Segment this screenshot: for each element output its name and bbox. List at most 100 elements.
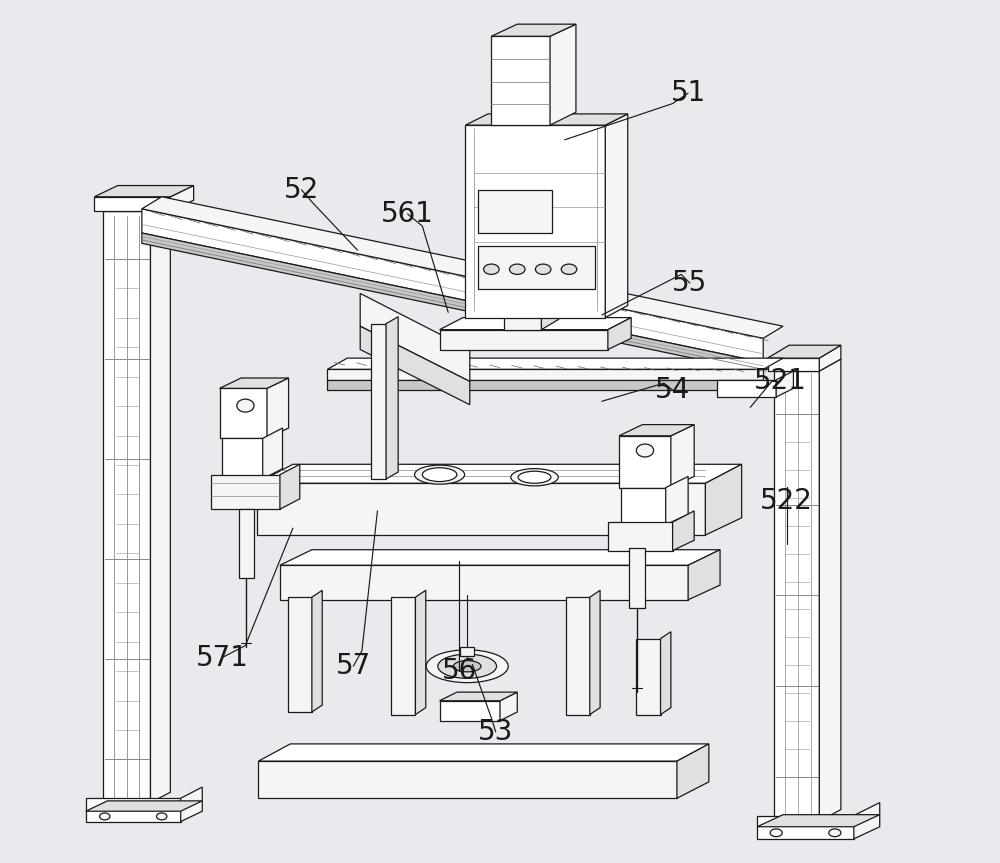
Ellipse shape [100,813,110,820]
Polygon shape [103,200,170,211]
Polygon shape [360,293,470,381]
Ellipse shape [518,471,551,483]
Polygon shape [504,91,559,102]
Ellipse shape [426,650,508,683]
Polygon shape [491,36,550,125]
Text: 52: 52 [284,176,319,204]
Polygon shape [661,632,671,715]
Text: 54: 54 [655,376,690,404]
Text: 51: 51 [671,79,706,107]
Polygon shape [774,371,819,822]
Polygon shape [608,318,631,350]
Ellipse shape [770,828,782,837]
Ellipse shape [422,468,457,482]
Polygon shape [280,565,688,600]
Polygon shape [280,550,720,565]
Polygon shape [222,438,263,479]
Polygon shape [768,345,841,358]
Polygon shape [288,597,312,712]
Polygon shape [608,522,673,551]
Polygon shape [629,548,645,608]
Polygon shape [776,371,793,397]
Ellipse shape [509,264,525,274]
Ellipse shape [415,465,465,484]
Polygon shape [460,647,474,656]
Polygon shape [142,197,783,338]
Polygon shape [94,186,194,197]
Polygon shape [465,114,628,125]
Polygon shape [327,369,763,380]
Polygon shape [440,701,500,721]
Ellipse shape [511,469,558,486]
Polygon shape [170,186,194,211]
Polygon shape [257,464,742,483]
Polygon shape [590,590,600,715]
Polygon shape [688,550,720,600]
Polygon shape [677,744,709,798]
Polygon shape [478,246,595,289]
Polygon shape [757,815,880,827]
Polygon shape [605,114,628,318]
Polygon shape [312,590,322,712]
Polygon shape [327,358,783,369]
Polygon shape [258,744,709,761]
Polygon shape [757,816,854,839]
Text: 521: 521 [754,368,807,395]
Text: 571: 571 [196,644,249,671]
Polygon shape [86,798,181,822]
Ellipse shape [535,264,551,274]
Polygon shape [94,197,170,211]
Polygon shape [619,425,694,436]
Polygon shape [371,324,386,479]
Polygon shape [666,476,688,525]
Text: 561: 561 [381,200,434,228]
Polygon shape [440,692,517,701]
Ellipse shape [829,828,841,837]
Polygon shape [768,358,819,371]
Polygon shape [211,475,280,509]
Polygon shape [566,597,590,715]
Ellipse shape [157,813,167,820]
Polygon shape [550,24,576,125]
Polygon shape [386,317,398,479]
Polygon shape [440,318,631,330]
Polygon shape [673,511,694,551]
Polygon shape [257,483,705,535]
Polygon shape [717,380,776,397]
Polygon shape [440,330,608,350]
Polygon shape [541,91,559,330]
Polygon shape [491,24,576,36]
Ellipse shape [453,661,481,671]
Polygon shape [258,761,677,798]
Polygon shape [636,639,661,715]
Text: 55: 55 [672,269,707,297]
Polygon shape [619,436,671,488]
Polygon shape [415,590,426,715]
Polygon shape [86,801,202,811]
Polygon shape [500,692,517,721]
Polygon shape [854,803,880,839]
Polygon shape [819,359,841,822]
Ellipse shape [636,444,654,457]
Polygon shape [478,190,552,233]
Polygon shape [103,211,150,803]
Ellipse shape [438,654,497,678]
Ellipse shape [237,399,254,413]
Polygon shape [239,509,254,578]
Polygon shape [263,428,283,479]
Polygon shape [280,464,300,509]
Ellipse shape [561,264,577,274]
Polygon shape [220,388,267,438]
Polygon shape [671,425,694,488]
Polygon shape [465,125,605,318]
Polygon shape [327,380,763,390]
Text: 56: 56 [442,658,477,685]
Polygon shape [705,464,742,535]
Polygon shape [819,345,841,371]
Polygon shape [142,233,763,373]
Polygon shape [142,209,763,362]
Text: 53: 53 [478,718,513,746]
Polygon shape [360,326,470,405]
Polygon shape [150,200,170,803]
Text: 522: 522 [760,487,813,514]
